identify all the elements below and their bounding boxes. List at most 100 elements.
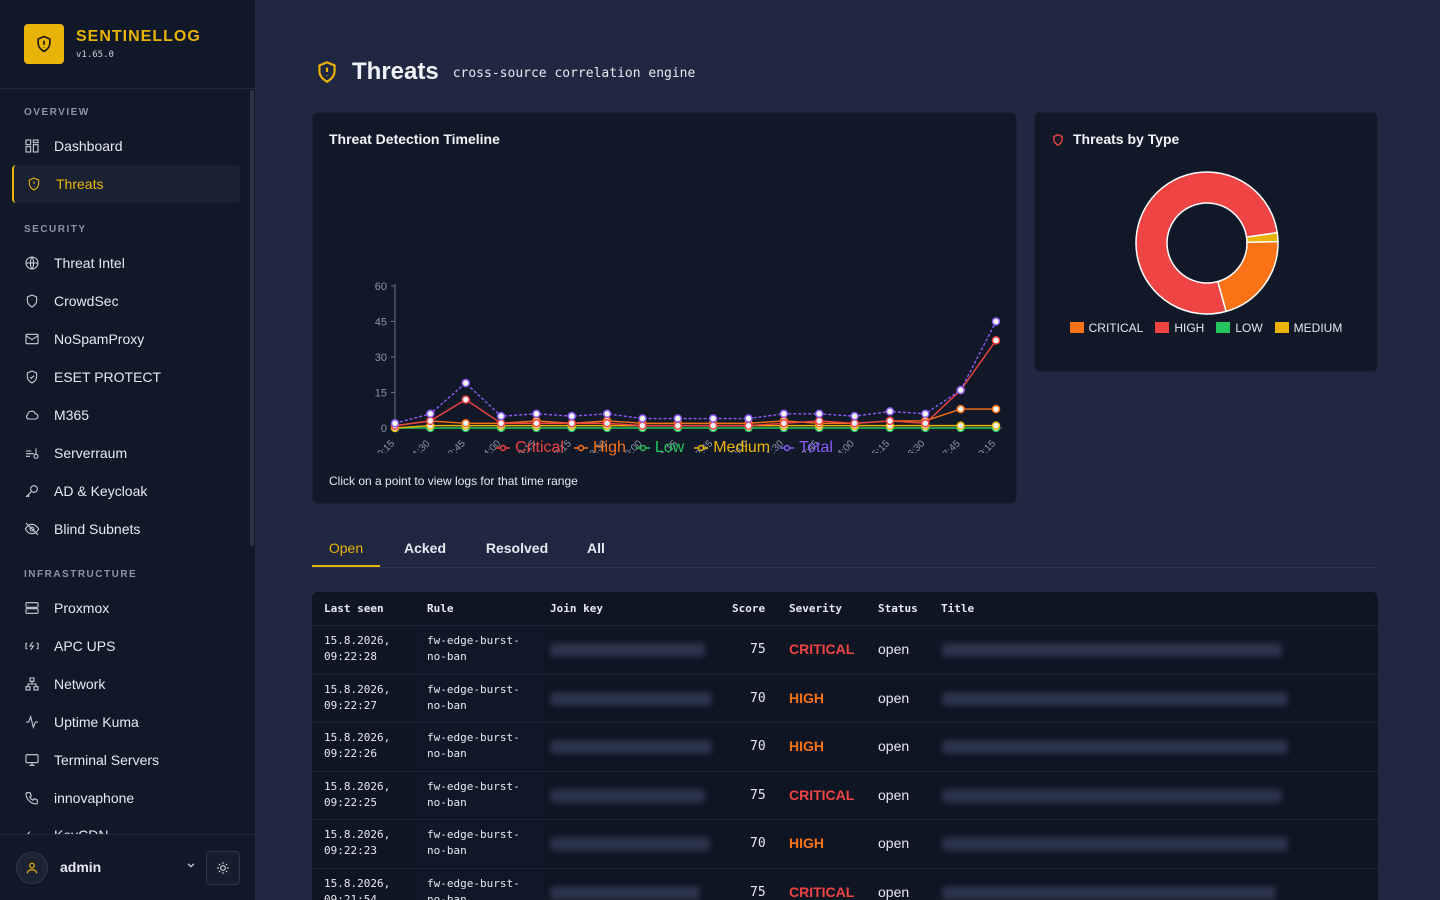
data-point-total[interactable]: [638, 414, 647, 423]
column-header-last-seen[interactable]: Last seen: [324, 602, 384, 615]
sidebar-scrollbar[interactable]: [250, 90, 254, 546]
brand[interactable]: SENTINELLOG v1.65.0: [24, 24, 201, 64]
data-point-critical[interactable]: [991, 336, 1001, 345]
sidebar-item-apc-ups[interactable]: APC UPS: [12, 627, 240, 665]
data-point-critical[interactable]: [885, 416, 895, 426]
data-point-total[interactable]: [779, 409, 789, 419]
data-point-critical[interactable]: [921, 419, 930, 428]
username[interactable]: admin: [60, 859, 102, 875]
shield-icon: [1053, 133, 1063, 147]
donut-slice-medium[interactable]: [1245, 231, 1279, 243]
column-header-score[interactable]: Score: [732, 602, 766, 615]
sidebar-item-network[interactable]: Network: [12, 665, 240, 703]
data-point-critical[interactable]: [814, 416, 824, 426]
sidebar-item-label: ESET PROTECT: [54, 369, 162, 385]
sidebar-item-terminal-servers[interactable]: Terminal Servers: [12, 741, 240, 779]
data-point-total[interactable]: [567, 411, 577, 421]
table-row[interactable]: 15.8.2026, 09:21:54 fw-edge-burst-no-ban 75…: [312, 867, 1378, 900]
table-row[interactable]: 15.8.2026, 09:22:25 fw-edge-burst-no-ban 75…: [312, 770, 1378, 820]
data-point-medium[interactable]: [956, 421, 965, 430]
chevron-down-icon[interactable]: [186, 860, 196, 873]
avatar[interactable]: [16, 852, 48, 884]
data-point-total[interactable]: [426, 409, 435, 419]
threats-donut-chart[interactable]: [1035, 163, 1379, 323]
data-point-critical[interactable]: [708, 421, 718, 430]
data-point-total[interactable]: [956, 385, 965, 395]
sidebar-item-ad-keycloak[interactable]: AD & Keycloak: [12, 472, 240, 510]
column-header-rule[interactable]: Rule: [427, 602, 454, 615]
data-point-critical[interactable]: [850, 419, 859, 428]
sidebar-item-nospamproxy[interactable]: NoSpamProxy: [12, 320, 240, 358]
column-header-title[interactable]: Title: [941, 602, 975, 615]
theme-toggle-button[interactable]: [206, 851, 240, 885]
tab-acked[interactable]: Acked: [403, 540, 447, 556]
sidebar-item-label: AD & Keycloak: [54, 483, 148, 499]
donut-slice-critical[interactable]: [1216, 240, 1279, 313]
legend-item-medium[interactable]: Medium: [694, 439, 770, 457]
data-point-total[interactable]: [921, 409, 930, 419]
data-point-total[interactable]: [390, 419, 400, 428]
tab-resolved[interactable]: Resolved: [485, 540, 549, 556]
data-point-total[interactable]: [532, 409, 541, 419]
data-point-critical[interactable]: [779, 419, 789, 428]
status-cell: open: [878, 835, 910, 851]
data-point-high[interactable]: [956, 404, 965, 414]
legend-item-low[interactable]: Low: [635, 439, 684, 457]
table-row[interactable]: 15.8.2026, 09:22:26 fw-edge-burst-no-ban 70…: [312, 722, 1378, 771]
tab-open[interactable]: Open: [312, 532, 380, 567]
table-row[interactable]: 15.8.2026, 09:22:23 fw-edge-burst-no-ban 70…: [312, 819, 1378, 868]
data-point-high[interactable]: [461, 419, 470, 428]
sidebar-item-threats[interactable]: Threats: [12, 165, 240, 203]
column-header-severity[interactable]: Severity: [789, 602, 842, 615]
data-point-critical[interactable]: [744, 421, 753, 430]
data-point-critical[interactable]: [532, 419, 541, 428]
legend-item-critical[interactable]: Critical: [496, 439, 564, 457]
score-cell: 70: [750, 690, 766, 706]
tab-all[interactable]: All: [587, 540, 605, 556]
sidebar-item-proxmox[interactable]: Proxmox: [12, 589, 240, 627]
sidebar-item-uptime-kuma[interactable]: Uptime Kuma: [12, 703, 240, 741]
sidebar-item-crowdsec[interactable]: CrowdSec: [12, 282, 240, 320]
sidebar-item-dashboard[interactable]: Dashboard: [12, 127, 240, 165]
data-point-critical[interactable]: [461, 395, 470, 404]
data-point-total[interactable]: [461, 378, 470, 388]
data-point-critical[interactable]: [567, 419, 577, 428]
column-header-join-key[interactable]: Join key: [550, 602, 603, 615]
sidebar-item-serverraum[interactable]: Serverraum: [12, 434, 240, 472]
column-header-status[interactable]: Status: [878, 602, 918, 615]
sidebar-item-keycdn[interactable]: KeyCDN: [12, 817, 240, 835]
title-redacted: [942, 885, 1276, 900]
data-point-critical[interactable]: [673, 421, 683, 430]
data-point-total[interactable]: [885, 407, 895, 416]
sidebar-item-innovaphone[interactable]: innovaphone: [12, 779, 240, 817]
table-row[interactable]: 15.8.2026, 09:22:28 fw-edge-burst-no-ban 75…: [312, 625, 1378, 674]
data-point-total[interactable]: [991, 317, 1001, 326]
data-point-critical[interactable]: [426, 416, 435, 426]
data-point-critical[interactable]: [602, 419, 612, 428]
data-point-total[interactable]: [708, 414, 718, 423]
data-point-critical[interactable]: [496, 419, 506, 428]
data-point-medium[interactable]: [991, 421, 1001, 430]
legend-item-high[interactable]: High: [573, 439, 626, 457]
data-point-critical[interactable]: [638, 421, 647, 430]
sidebar-item-eset-protect[interactable]: ESET PROTECT: [12, 358, 240, 396]
legend-item-low[interactable]: LOW: [1216, 321, 1263, 335]
legend-item-medium[interactable]: MEDIUM: [1274, 321, 1342, 335]
data-point-total[interactable]: [602, 409, 612, 419]
shield-icon: [26, 294, 38, 308]
data-point-total[interactable]: [496, 411, 506, 421]
legend-item-critical[interactable]: CRITICAL: [1069, 321, 1143, 335]
sidebar-item-m365[interactable]: M365: [12, 396, 240, 434]
legend-item-high[interactable]: HIGH: [1155, 321, 1204, 335]
table-row[interactable]: 15.8.2026, 09:22:27 fw-edge-burst-no-ban 70…: [312, 673, 1378, 723]
data-point-total[interactable]: [814, 409, 824, 419]
data-point-high[interactable]: [991, 404, 1001, 414]
donut-slice-high[interactable]: [1135, 171, 1279, 315]
data-point-total[interactable]: [744, 414, 753, 423]
sidebar-item-threat-intel[interactable]: Threat Intel: [12, 244, 240, 282]
legend-item-total[interactable]: Total: [780, 439, 833, 457]
sidebar-item-blind-subnets[interactable]: Blind Subnets: [12, 510, 240, 548]
data-point-total[interactable]: [850, 411, 859, 421]
data-point-total[interactable]: [673, 414, 683, 423]
